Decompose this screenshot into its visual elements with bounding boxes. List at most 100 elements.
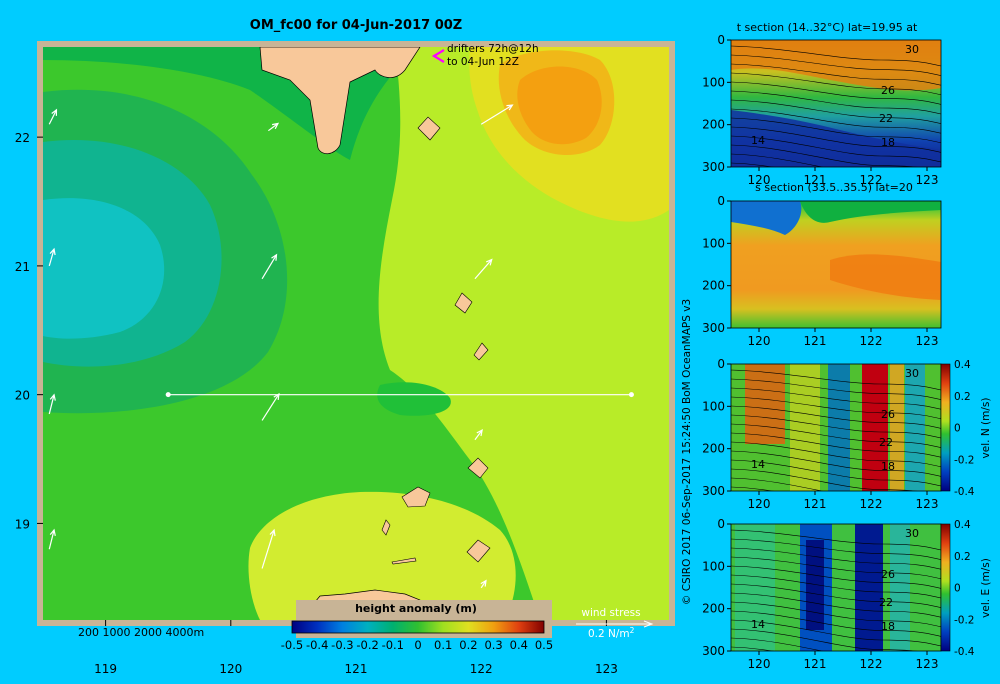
isotherm-line	[731, 63, 941, 86]
map-x-tick-label: 121	[345, 662, 368, 676]
contour-label: 22	[879, 436, 893, 449]
isotherm-line	[731, 432, 941, 458]
colorbar-tick-label: 0.3	[484, 638, 502, 652]
isotherm-line	[731, 459, 941, 487]
height-anomaly-field	[43, 47, 669, 620]
map-x-tick-label: 123	[595, 662, 618, 676]
isotherm-line	[731, 387, 941, 410]
vel-n-colorbar	[940, 363, 951, 492]
isotherm-line	[731, 628, 918, 651]
isotherm-line	[731, 153, 824, 167]
isotherm-line	[731, 45, 941, 67]
drifters-annotation: drifters 72h@12h	[447, 43, 539, 55]
s-section-surface-band	[800, 201, 941, 223]
section-y-tick-label: 0	[717, 33, 725, 47]
drifter-marker-icon	[431, 49, 445, 63]
isotherm-line	[731, 72, 941, 96]
land-taiwan-south	[259, 47, 421, 154]
contour-label: 30	[905, 527, 919, 540]
contour-label: 30	[905, 43, 919, 56]
t-section-contour-labels: 30 26 22 18 14	[751, 43, 919, 149]
section-y-tick-label: 300	[702, 644, 725, 658]
wind-scale-value: 0.2 N/m2	[588, 626, 635, 640]
section-x-tick-label: 123	[916, 497, 939, 511]
section-line-end	[628, 392, 634, 398]
map-x-tick-label: 119	[94, 662, 117, 676]
vel-e-colorbar-ticks: 0.4 0.2 0 -0.2 -0.4	[954, 519, 975, 658]
island-2	[454, 292, 473, 314]
section-y-tick-label: 300	[702, 160, 725, 174]
section-y-tick-label: 200	[702, 279, 725, 293]
section-y-tick-label: 0	[717, 194, 725, 208]
vel-n-band-3	[828, 364, 850, 491]
island-8	[391, 557, 417, 565]
isotherm-line	[731, 574, 941, 599]
isotherm-line	[731, 378, 941, 400]
section-y-tick-label: 200	[702, 442, 725, 456]
island-3	[473, 342, 489, 361]
height-anomaly-colorbar	[291, 620, 545, 634]
isotherm-line	[731, 144, 918, 167]
isotherm-line	[731, 538, 941, 560]
section-x-tick-label: 121	[804, 334, 827, 348]
isotherm-line	[731, 583, 941, 608]
section-x-tick-label: 121	[804, 497, 827, 511]
wind-scale-arrowhead	[643, 620, 654, 628]
vel-e-field	[731, 524, 941, 651]
map-y-tick-label: 20	[15, 389, 30, 403]
section-y-tick-label: 100	[702, 399, 725, 413]
wind-arrow	[48, 108, 58, 125]
island-6	[381, 519, 391, 536]
colorbar-tick-label: -0.1	[382, 638, 404, 652]
section-x-tick-label: 122	[860, 173, 883, 187]
drifters-annotation-date: to 04-Jun 12Z	[447, 56, 519, 68]
section-y-tick-label: 100	[702, 559, 725, 573]
vel-colorbar-tick-label: 0.4	[954, 519, 971, 531]
section-x-tick-label: 122	[860, 657, 883, 671]
wind-arrow	[474, 429, 483, 441]
colorbar-ticks: -0.5 -0.4 -0.3 -0.2 -0.1 0 0.1 0.2 0.3 0.4 0.5	[281, 638, 553, 652]
section-y-tick-label: 300	[702, 484, 725, 498]
isotherm-line	[731, 565, 941, 589]
wind-arrow	[261, 392, 280, 421]
vel-colorbar-tick-label: 0	[954, 423, 961, 435]
isotherm-line	[731, 423, 941, 448]
vel-n-band-5	[890, 364, 904, 491]
section-line-start	[165, 392, 171, 398]
depth-legend: 200 1000 2000 4000m	[78, 626, 204, 639]
vel-e-band-2-core	[806, 540, 824, 630]
section-x-tick-label: 120	[748, 497, 771, 511]
section-x-tick-label: 123	[916, 657, 939, 671]
t-section-frame	[730, 39, 942, 168]
colorbar-tick-label: 0.2	[459, 638, 477, 652]
wind-arrow	[474, 258, 493, 280]
s-section-axes: 120 121 122 123 0 100 200 300	[702, 194, 938, 348]
colorbar-tick-label: 0	[414, 638, 421, 652]
island-5	[401, 486, 431, 508]
vel-e-contour-labels: 30 26 22 18 14	[751, 527, 919, 633]
vel-e-band-4	[890, 524, 910, 651]
vel-n-field	[731, 364, 941, 491]
isotherm-line	[731, 610, 941, 637]
section-x-tick-label: 120	[748, 173, 771, 187]
t-section-axes: 120 121 122 123 0 100 200 300	[702, 33, 938, 187]
colorbar-tick-label: -0.5	[281, 638, 303, 652]
contour-label: 18	[881, 460, 895, 473]
colorbar-tick-label: -0.3	[331, 638, 353, 652]
vel-e-colorbar	[940, 523, 951, 652]
section-y-tick-label: 200	[702, 118, 725, 132]
isotherm-line	[731, 468, 918, 491]
vel-n-band-1	[745, 364, 785, 444]
field-small-low	[377, 382, 451, 416]
isotherm-line	[731, 637, 824, 651]
island-4	[467, 457, 489, 479]
vel-colorbar-tick-label: 0.2	[954, 551, 971, 563]
section-x-tick-label: 120	[748, 657, 771, 671]
wind-arrow	[267, 122, 280, 132]
vel-n-contours	[731, 369, 941, 491]
contour-label: 26	[881, 408, 895, 421]
colorbar-tick-label: 0.5	[535, 638, 553, 652]
section-x-tick-label: 123	[916, 173, 939, 187]
